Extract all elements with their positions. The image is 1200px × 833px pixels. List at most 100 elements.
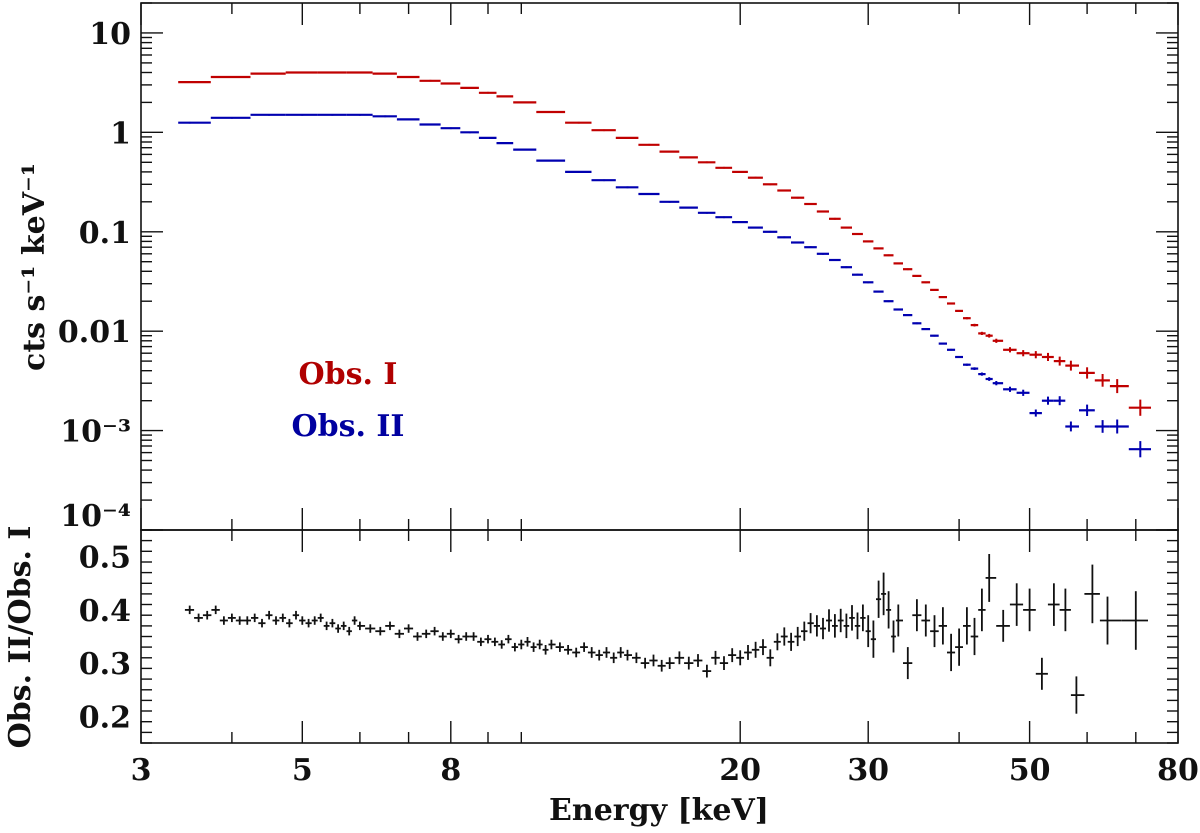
spectrum-data-point (732, 170, 748, 173)
ratio-panel: 0.5 0.4 0.3 0.2 Obs. II/Obs. I (3, 526, 1179, 748)
ratio-data-point (346, 626, 352, 636)
ratio-data-point (963, 607, 971, 645)
spectrum-data-point (1094, 420, 1110, 433)
spectrum-data-point (992, 338, 1004, 343)
spectrum-data-point (762, 183, 778, 186)
spectrum-data-point (1079, 367, 1095, 379)
ratio-data-point (865, 615, 871, 648)
x-tick-label: 30 (847, 753, 889, 788)
spectrum-data-point (679, 206, 698, 209)
ratio-data-point (978, 588, 986, 632)
spectrum-data-points (178, 71, 1151, 458)
spectrum-data-point (762, 230, 778, 233)
ratio-data-point (329, 618, 336, 628)
spectrum-data-point (1109, 419, 1129, 434)
x-tick-label: 20 (719, 753, 761, 788)
spectrum-data-point (460, 131, 479, 134)
ratio-data-point (947, 633, 956, 672)
spectrum-data-point (903, 268, 913, 271)
spectrum-data-point (1065, 360, 1079, 371)
ratio-data-point (340, 621, 347, 631)
spectrum-data-point (912, 274, 922, 277)
spectrum-data-point (978, 331, 986, 335)
ratio-data-point (587, 647, 596, 658)
ratio-data-point (766, 649, 774, 667)
ratio-data-point (286, 618, 293, 628)
ratio-data-point (632, 652, 641, 664)
ratio-data-point (921, 604, 931, 637)
ratio-data-point (711, 650, 720, 665)
ratio-data-point (462, 632, 470, 641)
ratio-data-point (1047, 583, 1060, 626)
ratio-data-point (820, 617, 826, 640)
spectrum-data-point (372, 72, 397, 75)
ratio-data-point (243, 616, 251, 625)
spectrum-data-point (747, 226, 763, 229)
ratio-data-point (299, 616, 306, 625)
spectrum-data-point (536, 159, 566, 162)
spectrum-data-point (1041, 352, 1054, 361)
ratio-data-point (832, 614, 838, 638)
spectrum-data-point (955, 309, 963, 312)
ratio-data-point (305, 618, 312, 628)
ratio-data-point (292, 610, 300, 620)
ratio-data-point (649, 654, 658, 667)
x-tick-label: 80 (1157, 753, 1199, 788)
ratio-data-point (404, 624, 414, 633)
spectrum-data-point (732, 221, 748, 224)
series-obs-ii (178, 113, 1151, 458)
ratio-data-point (938, 607, 947, 645)
spectrum-data-point (791, 241, 805, 244)
ratio-data-point (1009, 583, 1024, 626)
spectrum-data-point (1053, 356, 1066, 366)
spectrum-data-point (816, 252, 829, 255)
spectrum-data-point (985, 333, 993, 338)
ratio-data-point (759, 639, 767, 656)
ratio-data-point (375, 626, 386, 636)
spectrum-data-point (862, 240, 874, 243)
spectrum-data-point (873, 247, 884, 250)
spectrum-data-point (615, 136, 639, 139)
spectrum-data-point (978, 372, 986, 376)
spectrum-y-tick-label: 10 (89, 17, 131, 52)
ratio-data-point (912, 599, 922, 632)
ratio-data-point (469, 632, 478, 641)
spectrum-data-point (873, 290, 884, 293)
ratio-data-point (602, 647, 611, 658)
spectrum-y-tick-labels: 10 1 0.1 0.01 10⁻³ 10⁻⁴ (58, 17, 131, 534)
ratio-data-point (787, 632, 795, 651)
spectrum-y-tick-label: 10⁻³ (60, 415, 131, 450)
spectrum-data-point (638, 192, 660, 196)
spectrum-data-point (1128, 399, 1151, 416)
ratio-data-point (365, 624, 376, 633)
spectrum-data-point (715, 166, 733, 169)
spectrum-data-point (250, 72, 286, 75)
ratio-data-point (1099, 596, 1122, 645)
spectrum-data-point (697, 211, 716, 214)
spectrum-data-point (970, 323, 979, 327)
spectrum-data-point (396, 118, 420, 121)
spectrum-data-point (419, 123, 441, 126)
ratio-data-point (744, 645, 752, 660)
ratio-data-point (530, 642, 537, 652)
spectrum-data-point (930, 334, 939, 337)
ratio-data-point (640, 657, 650, 669)
spectrum-data-point (947, 302, 956, 305)
spectrum-data-point (372, 115, 397, 118)
ratio-data-point (317, 613, 324, 623)
spectrum-data-point (513, 101, 537, 104)
ratio-data-point (674, 651, 685, 665)
ratio-data-point (572, 647, 581, 658)
spectrum-data-point (840, 226, 852, 229)
spectrum-data-point (985, 377, 993, 381)
spectrum-data-point (346, 113, 373, 116)
ratio-data-point (1121, 591, 1148, 650)
ratio-data-point (1035, 657, 1048, 690)
ratio-data-point (955, 628, 963, 666)
ratio-data-point (542, 645, 549, 655)
spectrum-data-point (938, 296, 947, 299)
spectrum-y-tick-label: 1 (110, 116, 131, 151)
ratio-y-tick-label: 0.3 (79, 647, 131, 682)
ratio-data-point (996, 609, 1010, 642)
ratio-data-point (357, 621, 366, 631)
